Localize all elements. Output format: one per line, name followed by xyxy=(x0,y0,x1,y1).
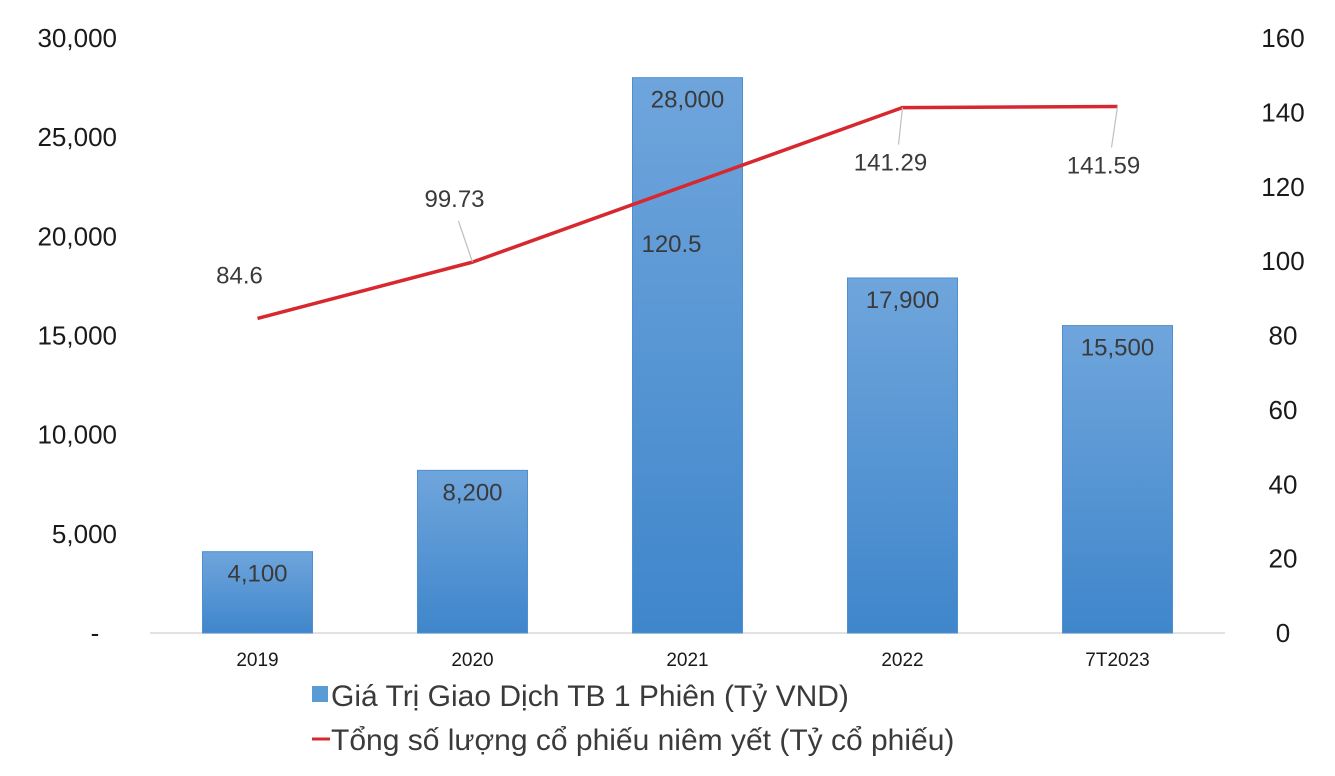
legend-bar-label: Giá Trị Giao Dịch TB 1 Phiên (Tỷ VND) xyxy=(331,680,849,713)
bar-data-label: 17,900 xyxy=(866,287,939,314)
y-right-tick-label: 40 xyxy=(1269,469,1298,499)
bar xyxy=(1062,325,1173,634)
legend-bar-swatch xyxy=(312,686,328,702)
y-right-tick-label: 80 xyxy=(1269,321,1298,351)
line-data-label: 120.5 xyxy=(641,231,701,258)
line-label-leader xyxy=(1110,106,1119,148)
line-data-label: 141.59 xyxy=(1067,152,1140,179)
line-series xyxy=(257,104,1118,321)
line-layer xyxy=(257,104,1118,321)
y-right-tick-label: 60 xyxy=(1269,395,1298,425)
y-left-tick-label: 25,000 xyxy=(37,122,117,152)
line-data-label: 84.6 xyxy=(216,262,263,289)
legend: Giá Trị Giao Dịch TB 1 Phiên (Tỷ VND) Tổn… xyxy=(312,680,954,757)
y-right-tick-label: 140 xyxy=(1261,97,1304,127)
bar-data-label: 8,200 xyxy=(442,479,502,506)
y-left-tick-label: 5,000 xyxy=(52,519,117,549)
y-left-tick-label: 15,000 xyxy=(37,321,117,351)
legend-line-label: Tổng số lượng cổ phiếu niêm yết (Tỷ cổ p… xyxy=(331,724,954,757)
y-right-tick-label: 100 xyxy=(1261,246,1304,276)
y-right-tick-label: 0 xyxy=(1276,618,1290,648)
y-left-tick-label: 10,000 xyxy=(37,420,117,450)
bar-data-label: 28,000 xyxy=(651,87,724,114)
bar xyxy=(632,77,743,634)
bar-data-label: 4,100 xyxy=(227,561,287,588)
y-right-tick-label: 120 xyxy=(1261,172,1304,202)
x-tick-label: 2020 xyxy=(451,650,493,671)
bar xyxy=(417,469,528,634)
bar-data-label: 15,500 xyxy=(1081,335,1154,362)
line-data-label: 141.29 xyxy=(854,150,927,177)
bar xyxy=(847,277,958,634)
x-tick-label: 7T2023 xyxy=(1085,650,1149,671)
x-tick-label: 2019 xyxy=(236,650,278,671)
y-right-tick-label: 160 xyxy=(1261,23,1304,53)
x-tick-label: 2021 xyxy=(666,650,708,671)
bar xyxy=(202,551,313,634)
line-label-leader xyxy=(457,220,474,263)
data-labels-layer: 4,100 8,200 28,000 17,900 15,500 84.6 99.73 120… xyxy=(216,87,1154,588)
y-left-tick-label: 30,000 xyxy=(37,23,117,53)
y-left-tick-label: 20,000 xyxy=(37,221,117,251)
y-right-tick-label: 20 xyxy=(1269,544,1298,574)
x-tick-label: 2022 xyxy=(881,650,923,671)
axes-layer: - 5,000 10,000 15,000 20,000 25,000 30,000 0 20 4… xyxy=(37,23,1304,671)
line-label-leader xyxy=(897,107,904,145)
line-data-label: 99.73 xyxy=(424,186,484,213)
y-left-tick-label: - xyxy=(91,618,100,648)
bars-layer xyxy=(202,77,1173,634)
